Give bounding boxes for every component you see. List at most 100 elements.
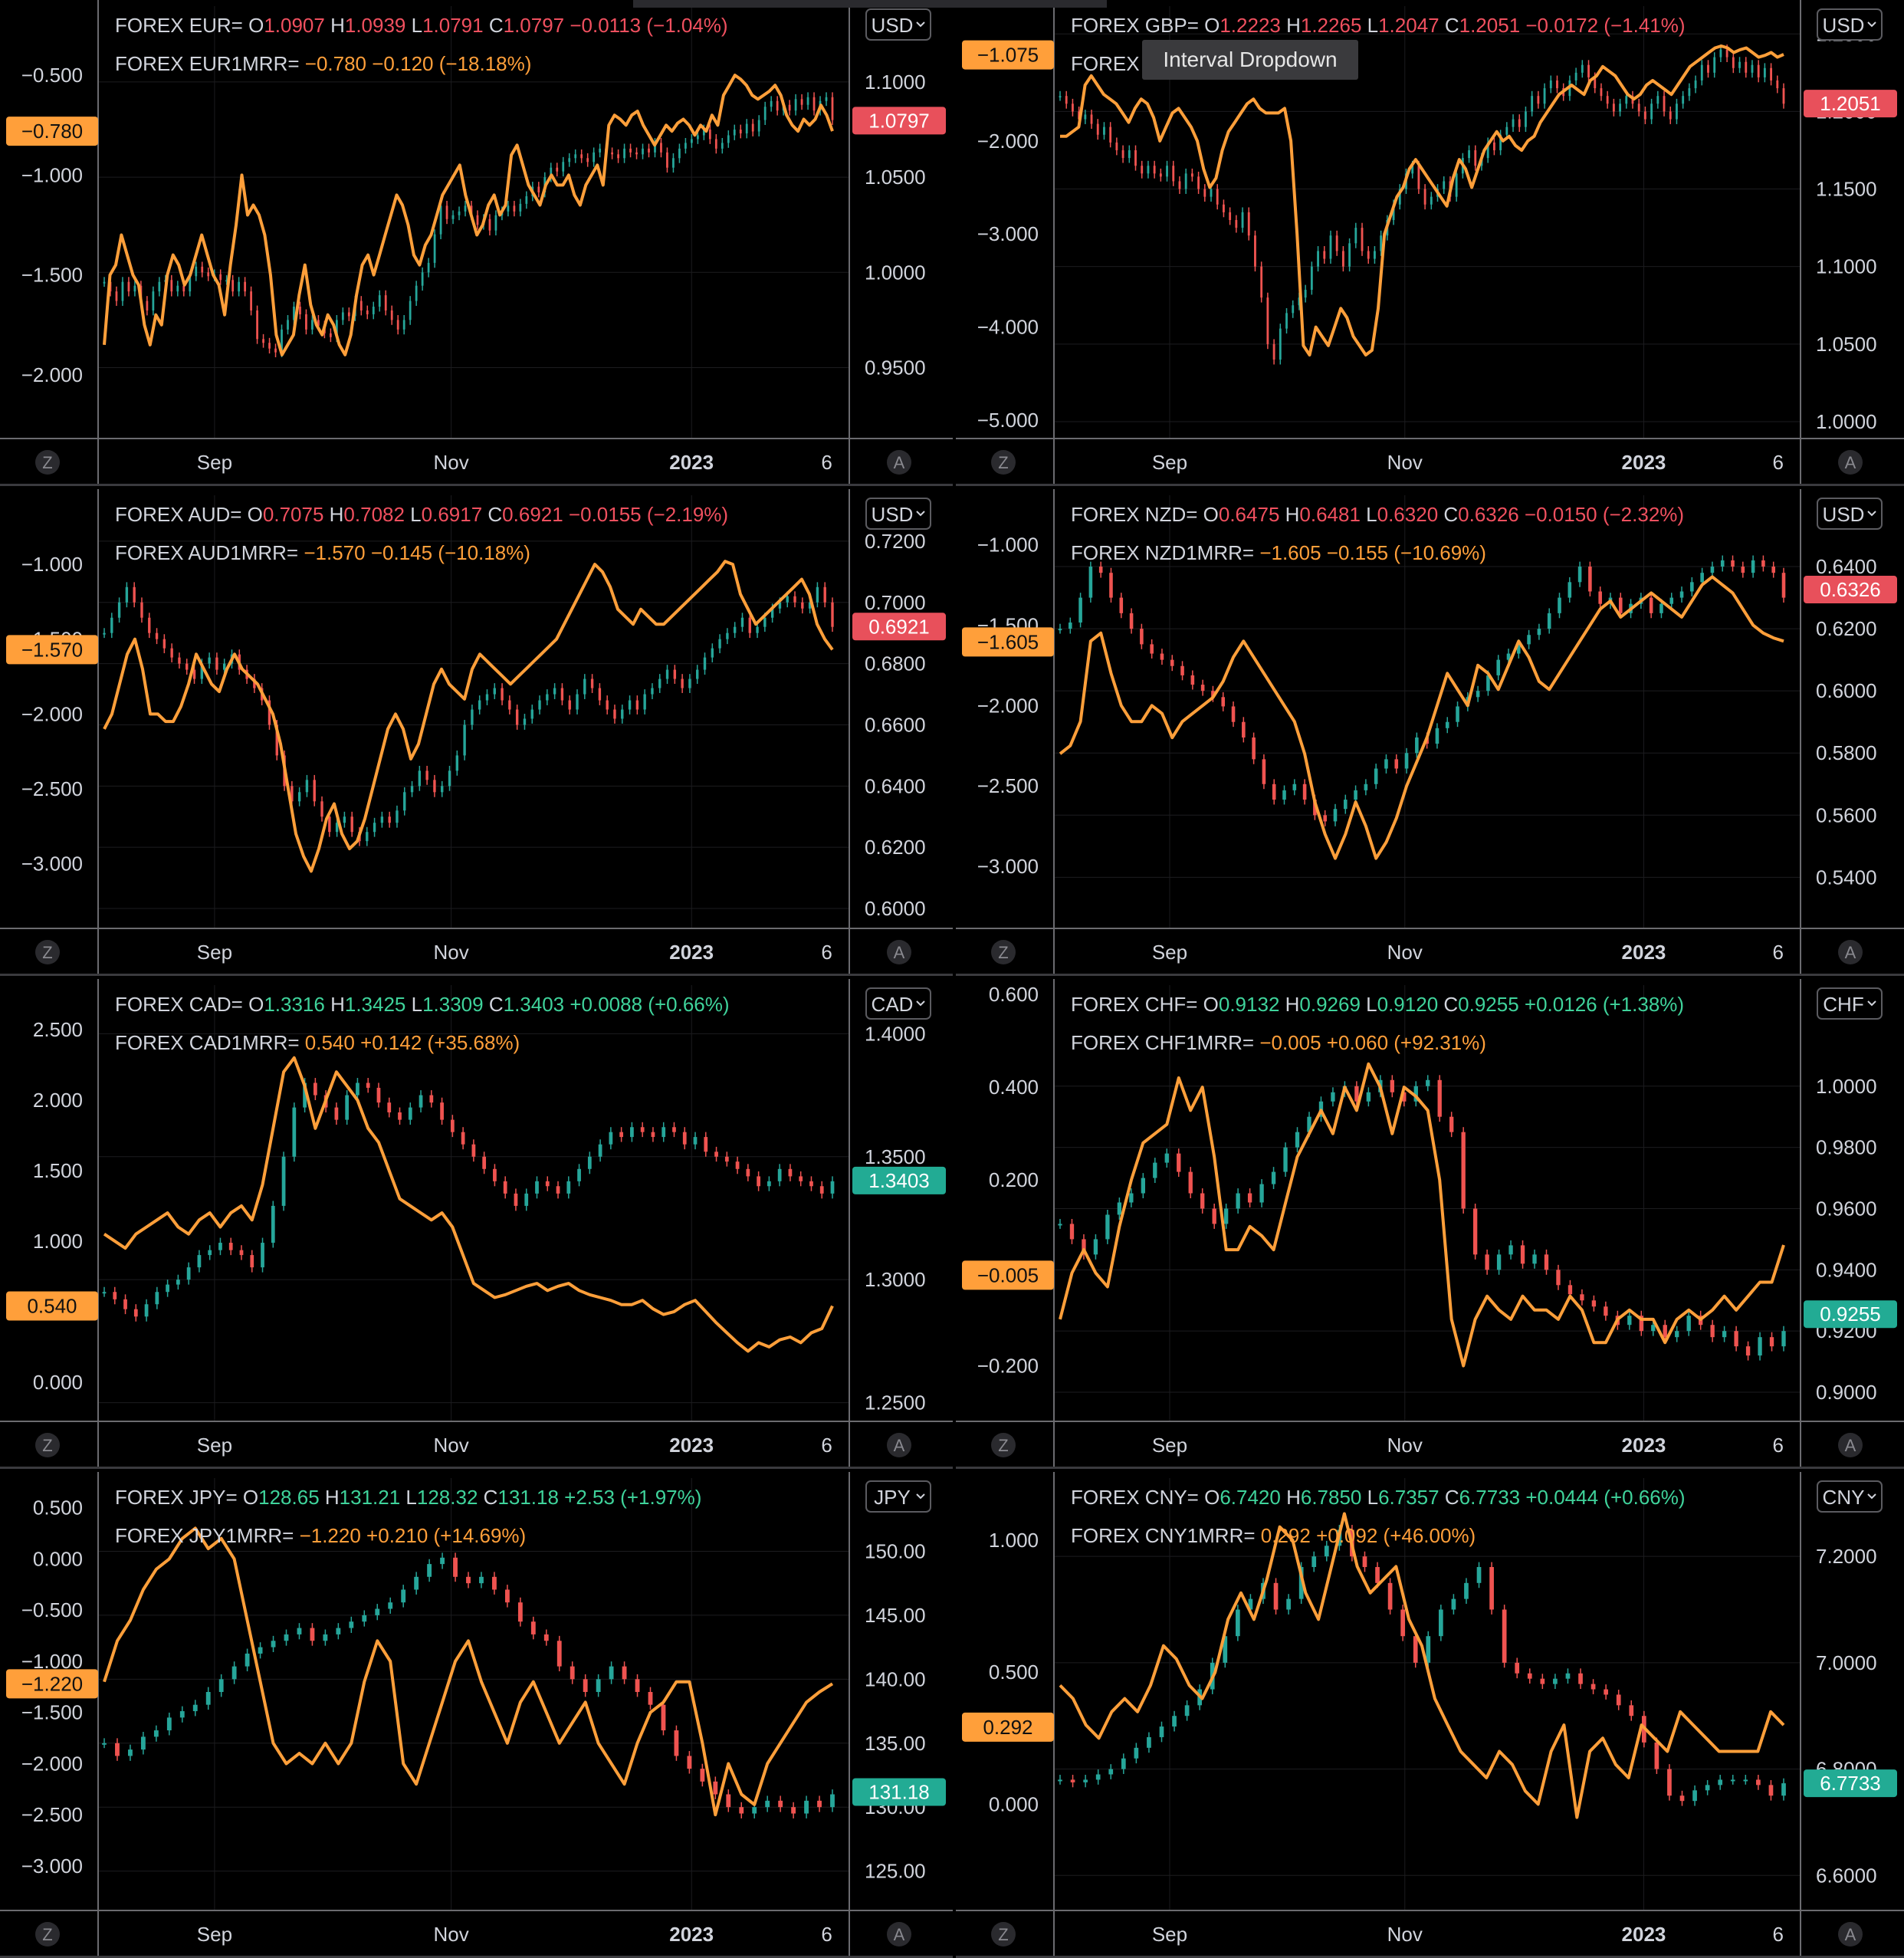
currency-dropdown[interactable]: JPY — [865, 1480, 931, 1513]
auto-scale-button-bg[interactable] — [887, 450, 911, 475]
auto-scale-button[interactable]: A — [887, 450, 911, 475]
auto-scale-button-bg[interactable] — [1838, 1922, 1863, 1947]
zoom-button-bg[interactable] — [991, 940, 1016, 964]
auto-scale-button-label[interactable]: A — [894, 943, 905, 962]
zoom-button-label[interactable]: Z — [42, 943, 52, 962]
currency-dropdown-box[interactable] — [1817, 498, 1883, 530]
auto-scale-button[interactable]: A — [887, 1433, 911, 1457]
zoom-button-label[interactable]: Z — [998, 1925, 1008, 1944]
auto-scale-button-label[interactable]: A — [1845, 1925, 1856, 1944]
currency-dropdown[interactable]: USD — [865, 8, 931, 41]
currency-dropdown-box[interactable] — [1817, 1480, 1883, 1513]
auto-scale-button-label[interactable]: A — [894, 1436, 905, 1455]
chart-panel-cad[interactable]: 2.500 2.000 1.500 1.000 0.000 1.4000 1.3500 1.3… — [0, 979, 953, 1469]
candle-body — [166, 1284, 169, 1293]
auto-scale-button-bg[interactable] — [1838, 450, 1863, 475]
currency-dropdown[interactable]: CNY — [1817, 1480, 1883, 1513]
auto-scale-button-label[interactable]: A — [1845, 943, 1856, 962]
candle-body — [1178, 181, 1181, 189]
currency-dropdown-box[interactable] — [865, 8, 931, 41]
candle-body — [1413, 1636, 1418, 1663]
chevron-down-icon[interactable] — [916, 21, 925, 28]
currency-dropdown-label[interactable]: CAD — [872, 993, 914, 1016]
auto-scale-button-label[interactable]: A — [1845, 453, 1856, 472]
auto-scale-button[interactable]: A — [887, 940, 911, 964]
zoom-button-bg[interactable] — [35, 450, 60, 475]
currency-dropdown-label[interactable]: CNY — [1823, 1486, 1865, 1509]
candle-body — [696, 135, 699, 140]
zoom-button[interactable]: Z — [991, 1922, 1016, 1947]
currency-dropdown-box[interactable] — [865, 1480, 931, 1513]
chevron-down-icon[interactable] — [1867, 1493, 1876, 1500]
chart-panel-cny[interactable]: 1.000 0.500 0.000 7.2000 7.0000 6.8000 6.6000 0… — [956, 1472, 1904, 1958]
auto-scale-button[interactable]: A — [1838, 450, 1863, 475]
candle-body — [1335, 235, 1338, 251]
zoom-button-label[interactable]: Z — [998, 1436, 1008, 1455]
zoom-button-label[interactable]: Z — [42, 1925, 52, 1944]
auto-scale-button-bg[interactable] — [1838, 1433, 1863, 1457]
zoom-button-label[interactable]: Z — [998, 943, 1008, 962]
zoom-button[interactable]: Z — [991, 1433, 1016, 1457]
candle-body — [1362, 1556, 1367, 1568]
currency-dropdown[interactable]: CHF — [1817, 987, 1883, 1020]
auto-scale-button-label[interactable]: A — [1845, 1436, 1856, 1455]
currency-dropdown[interactable]: USD — [1817, 498, 1883, 530]
candle-body — [1667, 1769, 1672, 1796]
zoom-button[interactable]: Z — [991, 940, 1016, 964]
currency-dropdown-box[interactable] — [865, 987, 931, 1020]
zoom-button-label[interactable]: Z — [998, 453, 1008, 472]
currency-dropdown-label[interactable]: CHF — [1823, 993, 1863, 1016]
zoom-button-bg[interactable] — [35, 1433, 60, 1457]
zoom-button[interactable]: Z — [35, 1433, 60, 1457]
candle-body — [1719, 49, 1722, 57]
currency-dropdown-label[interactable]: USD — [1823, 503, 1865, 526]
auto-scale-button-bg[interactable] — [887, 940, 911, 964]
chart-panel-gbp[interactable]: −2.000−3.000−4.000−5.0001.25001.20001.15… — [956, 0, 1904, 486]
chart-panel-eur[interactable]: −0.500 −1.000 −1.500 −2.000 1.1000 1.0500 1.00… — [0, 0, 953, 486]
currency-dropdown-box[interactable] — [1817, 8, 1883, 41]
auto-scale-button[interactable]: A — [1838, 940, 1863, 964]
zoom-button[interactable]: Z — [35, 450, 60, 475]
auto-scale-button-bg[interactable] — [1838, 940, 1863, 964]
auto-scale-button[interactable]: A — [1838, 1433, 1863, 1457]
zoom-button-bg[interactable] — [991, 1433, 1016, 1457]
zoom-button[interactable]: Z — [991, 450, 1016, 475]
currency-dropdown-label[interactable]: USD — [1823, 14, 1865, 37]
legend-main-part: H — [330, 14, 345, 37]
right-axis-tick-label: 7.0000 — [1816, 1651, 1877, 1674]
auto-scale-button[interactable]: A — [1838, 1922, 1863, 1947]
auto-scale-button[interactable]: A — [887, 1922, 911, 1947]
chevron-down-icon[interactable] — [916, 511, 925, 517]
chevron-down-icon[interactable] — [1867, 511, 1876, 517]
currency-dropdown-box[interactable] — [1817, 987, 1883, 1020]
zoom-button-label[interactable]: Z — [42, 453, 52, 472]
zoom-button[interactable]: Z — [35, 940, 60, 964]
currency-dropdown-label[interactable]: USD — [872, 14, 914, 37]
zoom-button-label[interactable]: Z — [42, 1436, 52, 1455]
currency-dropdown[interactable]: CAD — [865, 987, 931, 1020]
zoom-button-bg[interactable] — [35, 940, 60, 964]
zoom-button-bg[interactable] — [991, 1922, 1016, 1947]
chart-panel-nzd[interactable]: −1.000 −1.500 −2.000 −2.500 −3.000 0.6400 0.62… — [956, 489, 1904, 976]
candle-body — [1690, 582, 1694, 592]
chevron-down-icon[interactable] — [916, 1493, 925, 1500]
auto-scale-button-bg[interactable] — [887, 1433, 911, 1457]
chevron-down-icon[interactable] — [1867, 1000, 1876, 1007]
currency-dropdown-label[interactable]: USD — [872, 503, 914, 526]
auto-scale-button-label[interactable]: A — [894, 1925, 905, 1944]
chevron-down-icon[interactable] — [1867, 21, 1876, 28]
chevron-down-icon[interactable] — [916, 1000, 925, 1007]
chart-panel-aud[interactable]: −1.000−1.500−2.000−2.500−3.0000.72000.70… — [0, 489, 953, 976]
currency-dropdown[interactable]: USD — [1817, 8, 1883, 41]
auto-scale-button-bg[interactable] — [887, 1922, 911, 1947]
zoom-button-bg[interactable] — [991, 450, 1016, 475]
chart-panel-chf[interactable]: 0.600 0.400 0.200 −0.200 1.0000 0.9800 0.9600 0… — [956, 979, 1904, 1469]
zoom-button-bg[interactable] — [35, 1922, 60, 1947]
auto-scale-button-label[interactable]: A — [894, 453, 905, 472]
zoom-button[interactable]: Z — [35, 1922, 60, 1947]
currency-dropdown-label[interactable]: JPY — [874, 1486, 911, 1509]
candle-body — [1247, 212, 1250, 236]
chart-panel-jpy[interactable]: 0.500 0.000 −0.500 −1.000 −1.500 −2.000 −2.500… — [0, 1472, 953, 1958]
currency-dropdown-box[interactable] — [865, 498, 931, 530]
currency-dropdown[interactable]: USD — [865, 498, 931, 530]
